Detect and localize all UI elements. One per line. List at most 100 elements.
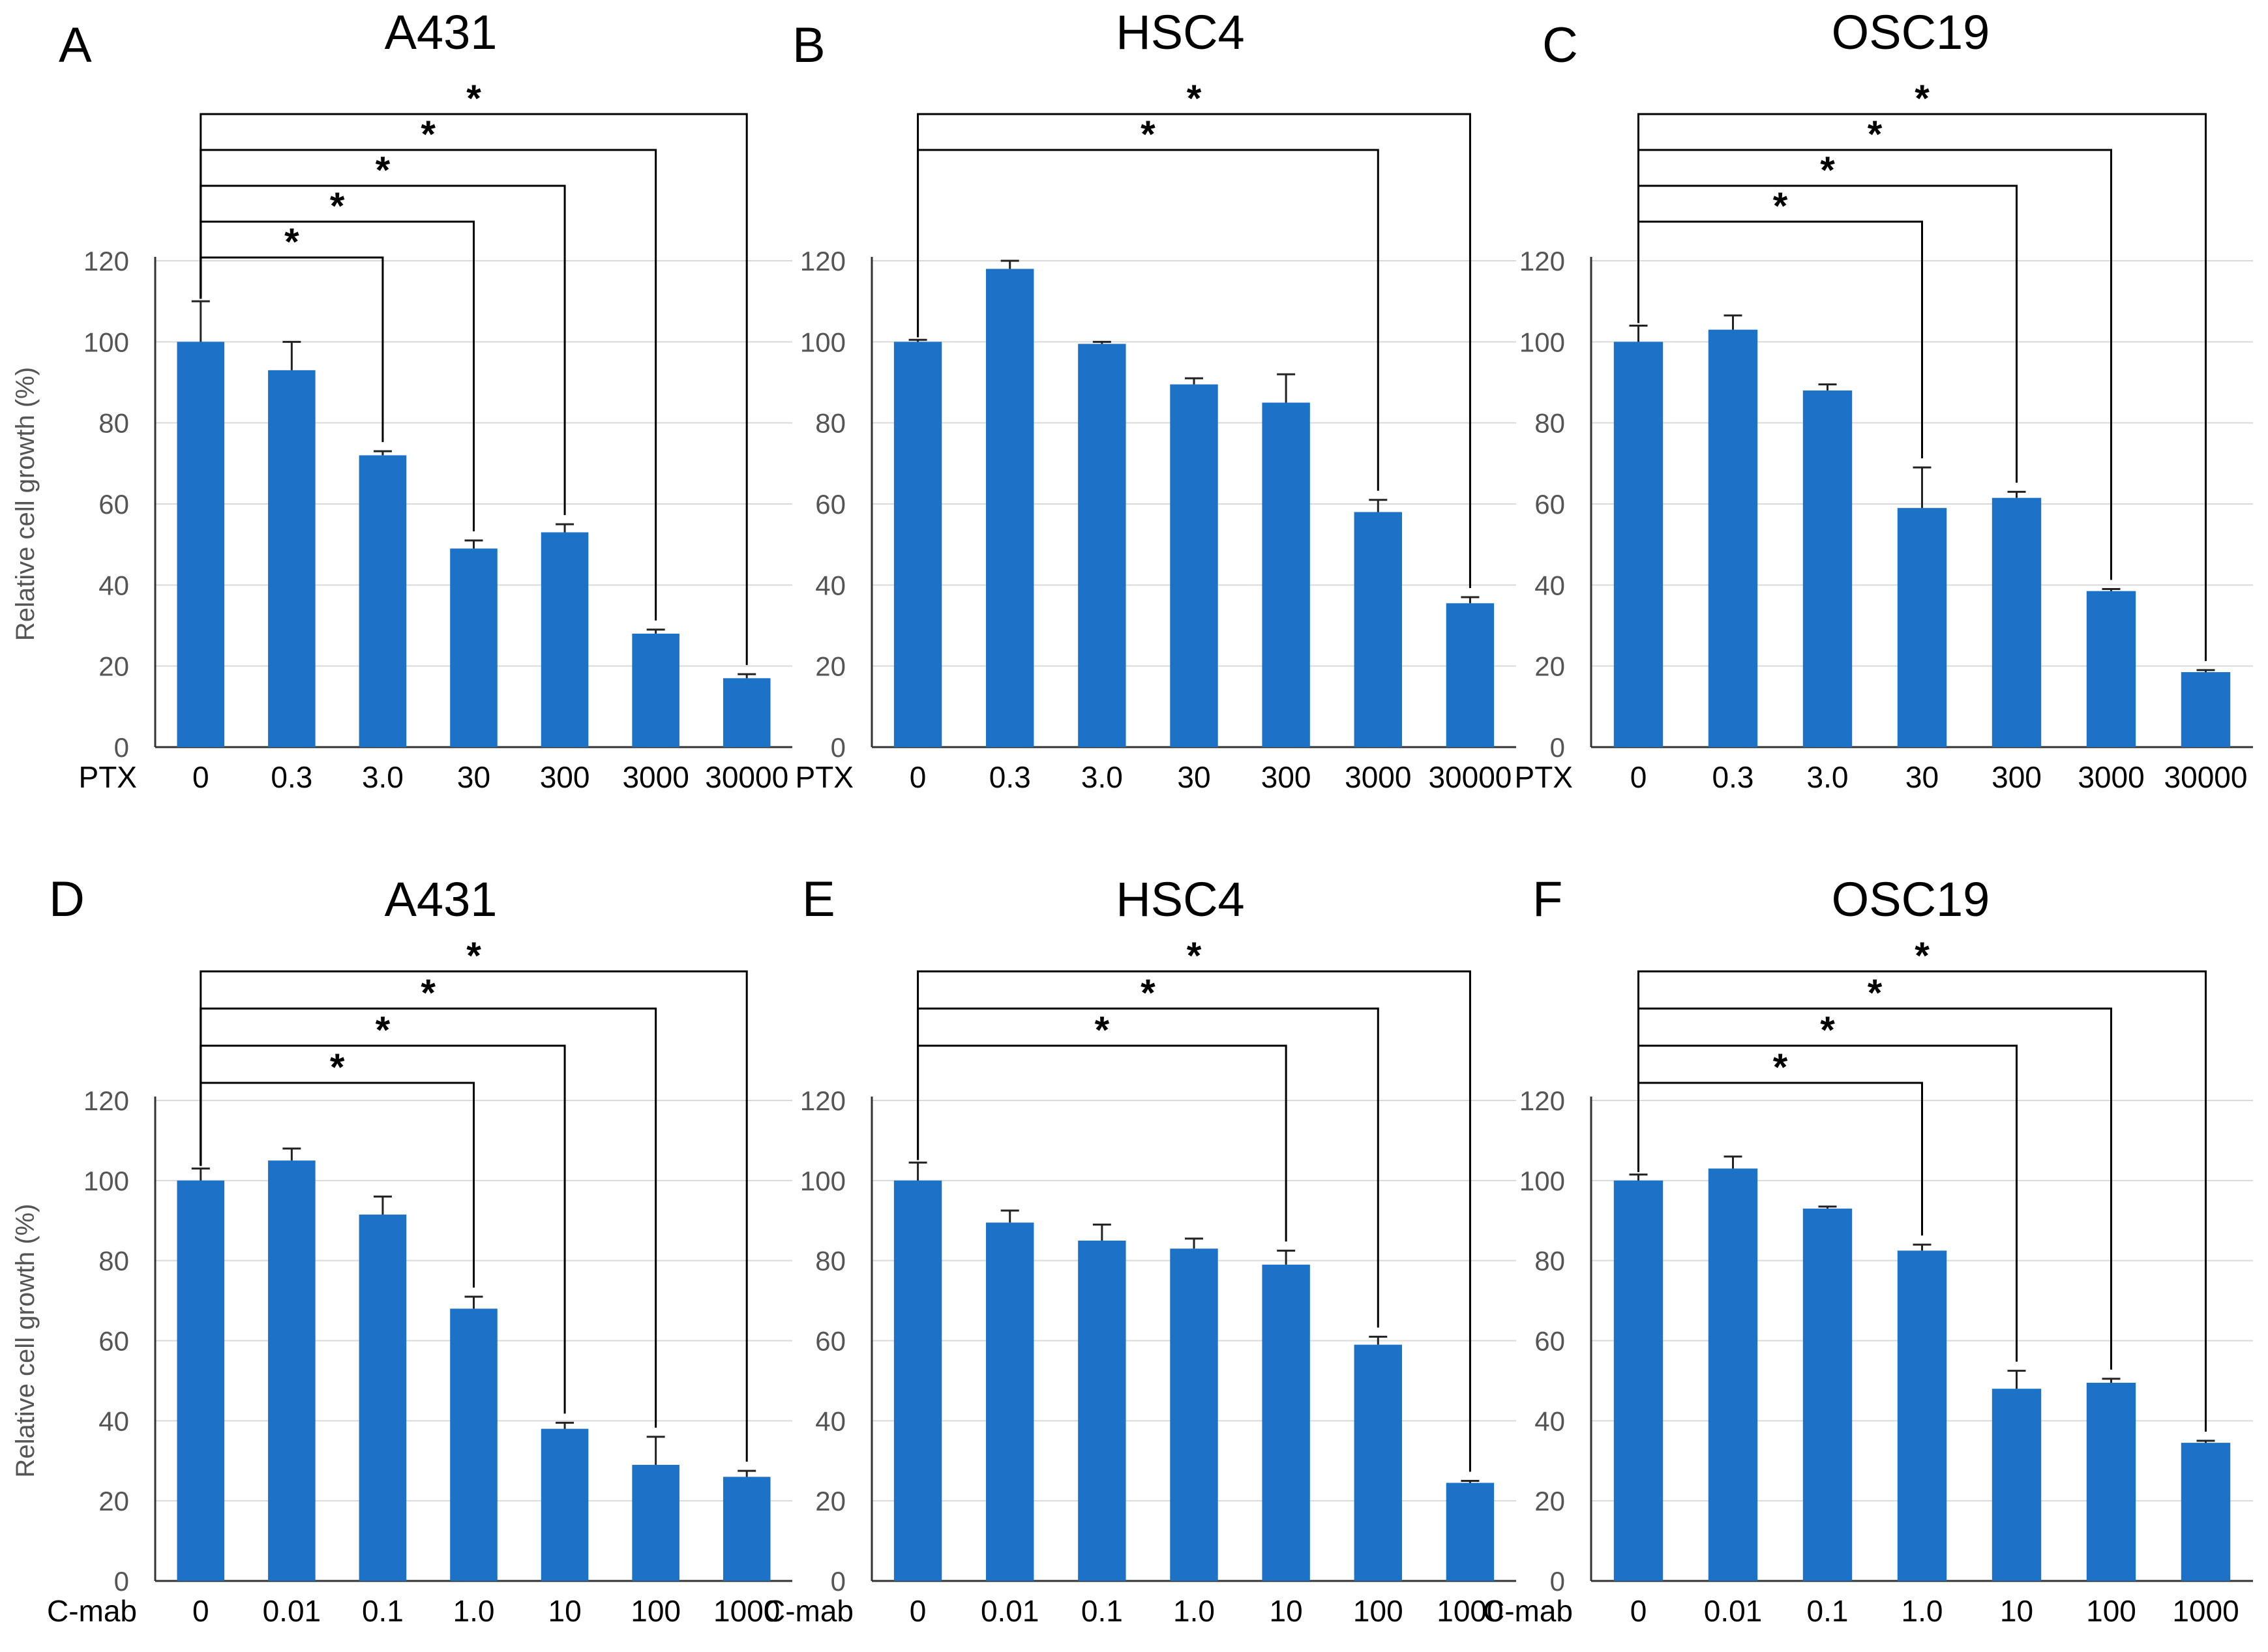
y-tick-label: 40 [815, 1406, 846, 1436]
bar [1262, 1264, 1310, 1581]
bar [1613, 342, 1664, 747]
x-tick-label: 0 [1630, 1594, 1647, 1628]
significance-star: * [330, 1046, 345, 1089]
y-tick-label: 0 [1550, 1566, 1565, 1597]
x-tick-label: 0.1 [362, 1594, 404, 1628]
y-tick-label: 60 [1534, 1326, 1565, 1357]
y-tick-label: 120 [800, 1085, 846, 1116]
x-tick-label: 0 [192, 1594, 209, 1628]
bar [1802, 1208, 1853, 1581]
bar [1446, 603, 1495, 747]
chart-title: OSC19 [1832, 872, 1990, 926]
bar [1708, 329, 1758, 747]
x-axis-label: C-mab [47, 1594, 137, 1628]
bar [2181, 1443, 2231, 1581]
bar [632, 1464, 679, 1581]
bar [450, 548, 498, 747]
y-tick-label: 120 [800, 246, 846, 276]
significance-bracket [1637, 1082, 1923, 1236]
x-tick-label: 0 [910, 1594, 927, 1628]
panel-letter: F [1532, 872, 1562, 927]
x-tick-label: 30 [1177, 760, 1210, 794]
significance-bracket [200, 113, 748, 666]
y-tick-label: 120 [1519, 1085, 1565, 1116]
y-tick-label: 20 [98, 1486, 129, 1516]
significance-star: * [376, 149, 391, 192]
significance-star: * [1915, 78, 1930, 120]
bar [541, 532, 589, 747]
significance-star: * [421, 972, 436, 1014]
significance-star: * [466, 935, 481, 977]
bar [359, 1215, 407, 1581]
significance-star: * [1773, 185, 1788, 228]
y-tick-label: 20 [815, 651, 846, 682]
x-tick-label: 0.3 [1712, 760, 1754, 794]
y-tick-label: 120 [1519, 246, 1565, 276]
x-tick-label: 300 [540, 760, 590, 794]
panel-letter: C [1542, 18, 1578, 73]
x-tick-label: 100 [1353, 1594, 1403, 1628]
significance-star: * [466, 78, 481, 120]
x-tick-label: 1.0 [1902, 1594, 1943, 1628]
significance-star: * [1868, 113, 1883, 156]
bar [1802, 390, 1853, 747]
bar [450, 1308, 498, 1581]
chart-panel-b: B HSC4 0 20 40 60 80 100 120 0 0.3 3.0 30 300 3000 3000… [792, 5, 1516, 794]
y-tick-label: 100 [83, 327, 129, 357]
x-tick-label: 1000 [1437, 1594, 1503, 1628]
x-tick-label: 0 [192, 760, 209, 794]
y-tick-label: 80 [815, 1246, 846, 1276]
bar [1613, 1180, 1664, 1581]
significance-star: * [1095, 1009, 1110, 1052]
y-tick-label: 0 [114, 1566, 129, 1597]
chart-panel-e: E HSC4 0 20 40 60 80 100 120 0 0.01 0.1 1.0 10 100 1000… [764, 872, 1516, 1628]
y-tick-label: 20 [1534, 651, 1565, 682]
y-tick-label: 60 [815, 489, 846, 520]
x-tick-label: 1.0 [1173, 1594, 1215, 1628]
bar [893, 1180, 942, 1581]
y-tick-label: 20 [98, 651, 129, 682]
y-tick-label: 20 [1534, 1486, 1565, 1516]
y-tick-label: 40 [1534, 570, 1565, 600]
panel-letter: B [792, 18, 826, 73]
x-tick-label: 1.0 [453, 1594, 495, 1628]
x-tick-label: 3.0 [1081, 760, 1123, 794]
x-tick-label: 300 [1992, 760, 2042, 794]
bar [723, 678, 771, 747]
x-axis-label: PTX [1515, 760, 1573, 794]
significance-star: * [376, 1009, 391, 1052]
y-tick-label: 60 [98, 1326, 129, 1357]
bar [1354, 1344, 1402, 1581]
y-tick-label: 40 [98, 1406, 129, 1436]
significance-star: * [1820, 1009, 1835, 1052]
y-tick-label: 100 [1519, 327, 1565, 357]
significance-bracket [917, 970, 1471, 1472]
x-tick-label: 0 [1630, 760, 1647, 794]
bar [1897, 1250, 1947, 1581]
bar [632, 633, 679, 747]
bar [177, 342, 225, 747]
significance-star: * [284, 221, 299, 263]
bar [1708, 1168, 1758, 1581]
x-axis-label: C-mab [1483, 1594, 1573, 1628]
x-tick-label: 0.1 [1807, 1594, 1849, 1628]
significance-star: * [1141, 113, 1156, 156]
significance-star: * [330, 185, 345, 228]
y-tick-label: 40 [98, 570, 129, 600]
bar [268, 1160, 316, 1581]
x-tick-label: 30000 [2164, 760, 2248, 794]
x-tick-label: 3.0 [362, 760, 404, 794]
y-tick-label: 100 [1519, 1166, 1565, 1196]
x-tick-label: 3000 [2078, 760, 2144, 794]
bar [893, 342, 942, 747]
bar [2086, 1382, 2136, 1581]
bar [1446, 1482, 1495, 1581]
significance-bracket [1637, 970, 2207, 1432]
y-tick-label: 120 [83, 246, 129, 276]
bar [723, 1477, 771, 1581]
bar [1992, 1389, 2042, 1581]
bar [1262, 402, 1310, 747]
x-tick-label: 100 [2086, 1594, 2136, 1628]
y-tick-label: 40 [815, 570, 846, 600]
